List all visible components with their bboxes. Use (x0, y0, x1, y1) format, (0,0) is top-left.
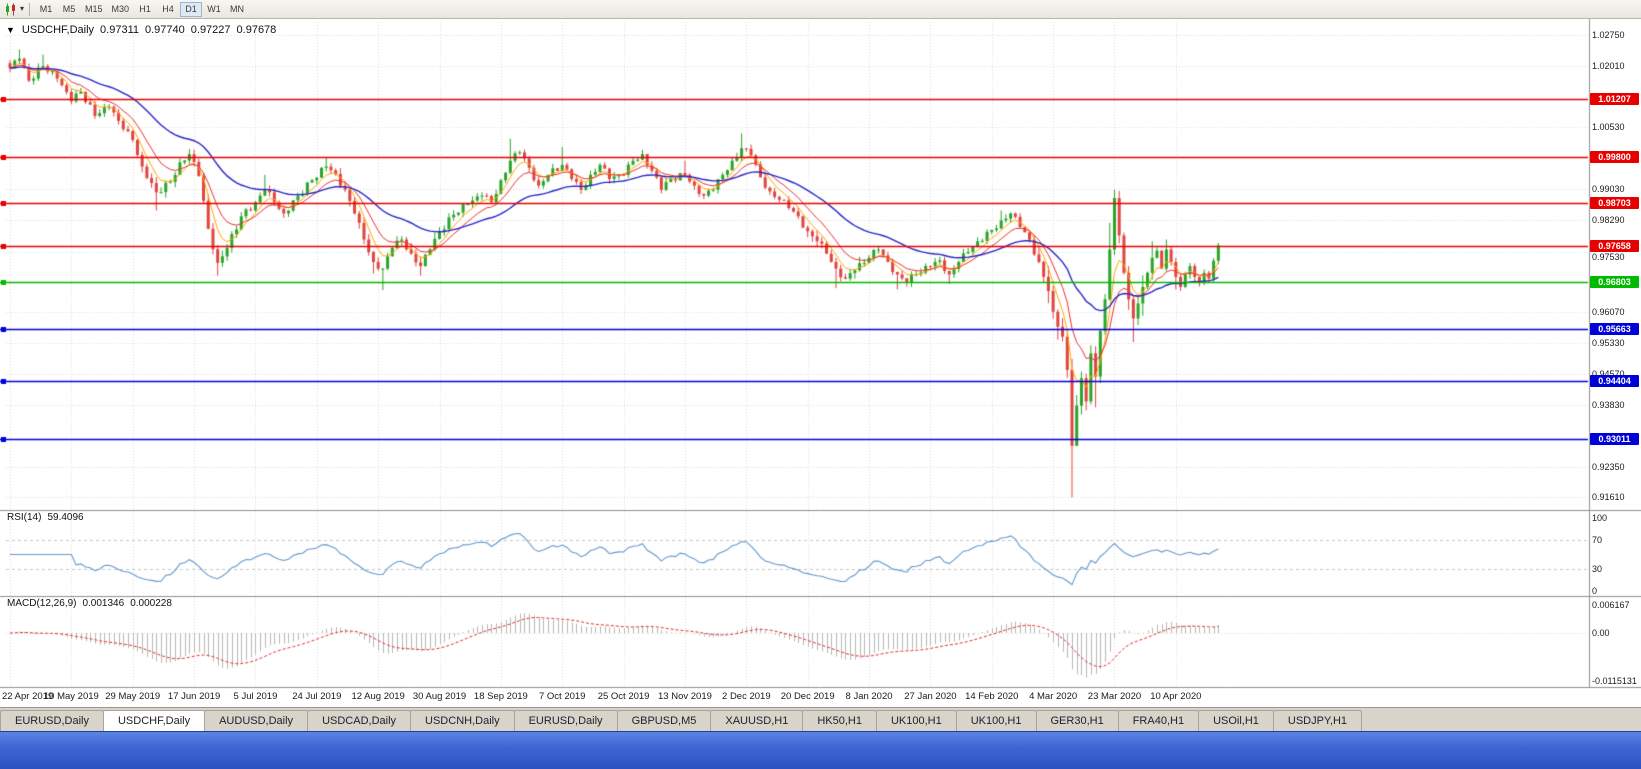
timeframe-button-m1[interactable]: M1 (35, 2, 57, 17)
date-label-17-jun-2019: 17 Jun 2019 (167, 691, 221, 702)
timeframe-button-m5[interactable]: M5 (58, 2, 80, 17)
chart-tab-uk100-h1[interactable]: UK100,H1 (875, 710, 957, 731)
timeframe-toolbar: ▾ M1 M5 M15 M30 H1 H4 D1 W1 MN (0, 0, 1641, 19)
chart-tabs-bar: EURUSD,Daily USDCHF,Daily AUDUSD,Daily USDC… (0, 707, 1641, 731)
one-click-trading-icon[interactable]: ▼ (6, 25, 15, 35)
chart-tab-xauusd-h1[interactable]: XAUUSD,H1 (710, 710, 804, 731)
chart-tab-eurusd-daily[interactable]: EURUSD,Daily (513, 710, 618, 731)
date-label-23-mar-2020: 23 Mar 2020 (1087, 691, 1142, 702)
price-tick-0-97530: 0.97530 (1592, 251, 1625, 262)
price-tick-0-98290: 0.98290 (1592, 215, 1625, 226)
price-tick-0-94570: 0.94570 (1592, 369, 1625, 379)
price-level-badge-0-94404[interactable]: 0.94404 (1590, 375, 1639, 388)
price-level-badge-1-01207[interactable]: 1.01207 (1590, 93, 1639, 105)
price-level-badge-0-98703[interactable]: 0.98703 (1590, 196, 1639, 209)
price-high: 0.97740 (145, 24, 185, 36)
chart-tab-usoil-h1[interactable]: USOil,H1 (1198, 710, 1274, 731)
price-level-badge-0-97658[interactable]: 0.97658 (1590, 240, 1639, 253)
chart-tab-usdcad-daily[interactable]: USDCAD,Daily (307, 710, 412, 731)
price-tick-1-02010: 1.02010 (1592, 60, 1625, 71)
price-tick-0-95330: 0.95330 (1592, 337, 1625, 348)
macd-value-signal: 0.000228 (130, 598, 172, 609)
chart-tab-fra40-h1[interactable]: FRA40,H1 (1117, 710, 1200, 731)
date-label-20-dec-2019: 20 Dec 2019 (780, 691, 835, 702)
date-label-27-jan-2020: 27 Jan 2020 (904, 691, 957, 702)
rsi-name: RSI(14) (7, 512, 42, 523)
date-label-24-jul-2019: 24 Jul 2019 (292, 691, 342, 702)
chart-symbol: USDCHF,Daily (21, 24, 95, 36)
rsi-value: 59.4096 (47, 512, 84, 523)
date-label-5-jul-2019: 5 Jul 2019 (233, 691, 278, 702)
chart-tab-usdchf-daily[interactable]: USDCHF,Daily (102, 710, 206, 731)
price-tick-1-02750: 1.02750 (1592, 29, 1625, 40)
price-tick-0-99030: 0.99030 (1592, 184, 1625, 195)
chart-tab-hk50-h1[interactable]: HK50,H1 (802, 710, 877, 731)
macd-value-main: 0.001346 (82, 598, 125, 609)
chevron-down-icon[interactable]: ▾ (20, 4, 25, 13)
price-close: 0.97678 (236, 24, 277, 36)
date-label-22-apr-2019: 22 Apr 2019 (2, 691, 54, 702)
macd-label: MACD(12,26,9) 0.001346 0.000228 (7, 598, 172, 609)
date-label-29-may-2019: 29 May 2019 (105, 691, 161, 702)
price-tick-0-93830: 0.93830 (1592, 400, 1625, 411)
date-label-2-dec-2019: 2 Dec 2019 (722, 691, 771, 702)
date-label-4-mar-2020: 4 Mar 2020 (1029, 691, 1078, 702)
rsi-tick-0: 0 (1592, 586, 1598, 596)
rsi-tick-70: 70 (1592, 534, 1603, 545)
chart-tab-eurusd-daily[interactable]: EURUSD,Daily (0, 710, 104, 731)
chart-title: ▼ USDCHF,Daily 0.97311 0.97740 0.97227 0… (6, 24, 276, 36)
rsi-tick-30: 30 (1592, 564, 1603, 575)
date-label-30-aug-2019: 30 Aug 2019 (412, 691, 467, 702)
price-level-badge-0-95663[interactable]: 0.95663 (1590, 323, 1639, 336)
macd-tick-0-00: 0.00 (1592, 628, 1610, 638)
rsi-tick-100: 100 (1592, 513, 1608, 523)
timeframe-button-m30[interactable]: M30 (108, 2, 134, 17)
date-label-18-sep-2019: 18 Sep 2019 (473, 691, 528, 702)
chart-tab-uk100-h1[interactable]: UK100,H1 (955, 710, 1037, 731)
price-tick-0-96070: 0.96070 (1592, 307, 1625, 318)
timeframe-button-h4[interactable]: H4 (157, 2, 179, 17)
price-tick-0-92350: 0.92350 (1592, 461, 1625, 472)
chart-tab-ger30-h1[interactable]: GER30,H1 (1035, 710, 1119, 731)
toolbar-separator (29, 2, 31, 16)
chart-tab-gbpusd-m5[interactable]: GBPUSD,M5 (616, 710, 712, 731)
date-label-10-may-2019: 10 May 2019 (43, 691, 99, 702)
price-open: 0.97311 (100, 24, 139, 36)
timeframe-buttons: M1 M5 M15 M30 H1 H4 D1 W1 MN (35, 1, 248, 17)
price-low: 0.97227 (190, 24, 231, 36)
timeframe-button-m15[interactable]: M15 (81, 2, 107, 17)
rsi-label: RSI(14) 59.4096 (7, 512, 84, 523)
date-label-13-nov-2019: 13 Nov 2019 (658, 691, 712, 702)
taskbar (0, 731, 1641, 769)
chart-tab-usdcnh-daily[interactable]: USDCNH,Daily (410, 710, 515, 731)
date-label-12-aug-2019: 12 Aug 2019 (351, 691, 405, 702)
price-tick-0-91610: 0.91610 (1592, 492, 1625, 503)
chart-tab-usdjpy-h1[interactable]: USDJPY,H1 (1272, 710, 1363, 731)
price-level-badge-0-93011[interactable]: 0.93011 (1590, 433, 1639, 446)
date-label-14-feb-2020: 14 Feb 2020 (965, 691, 1019, 702)
price-level-badge-0-99800[interactable]: 0.99800 (1590, 151, 1639, 164)
date-label-7-oct-2019: 7 Oct 2019 (538, 691, 586, 702)
date-label-8-jan-2020: 8 Jan 2020 (845, 691, 893, 702)
timeframe-button-h1[interactable]: H1 (134, 2, 156, 17)
chart-tab-audusd-daily[interactable]: AUDUSD,Daily (204, 710, 309, 731)
timeframe-button-w1[interactable]: W1 (203, 2, 225, 17)
macd-tick-0-0115131: -0.0115131 (1592, 676, 1637, 686)
chart-type-group: ▾ (4, 3, 24, 16)
macd-tick-0-006167: 0.006167 (1592, 600, 1630, 611)
timeframe-button-d1[interactable]: D1 (180, 1, 203, 17)
timeframe-button-mn[interactable]: MN (226, 2, 248, 17)
date-label-25-oct-2019: 25 Oct 2019 (597, 691, 650, 702)
candlestick-chart-icon[interactable] (4, 3, 18, 16)
macd-name: MACD(12,26,9) (7, 598, 77, 609)
date-label-10-apr-2020: 10 Apr 2020 (1150, 691, 1202, 702)
price-level-badge-0-96803[interactable]: 0.96803 (1590, 275, 1639, 288)
price-tick-1-00530: 1.00530 (1592, 122, 1625, 133)
price-chart-canvas[interactable] (0, 19, 1641, 707)
